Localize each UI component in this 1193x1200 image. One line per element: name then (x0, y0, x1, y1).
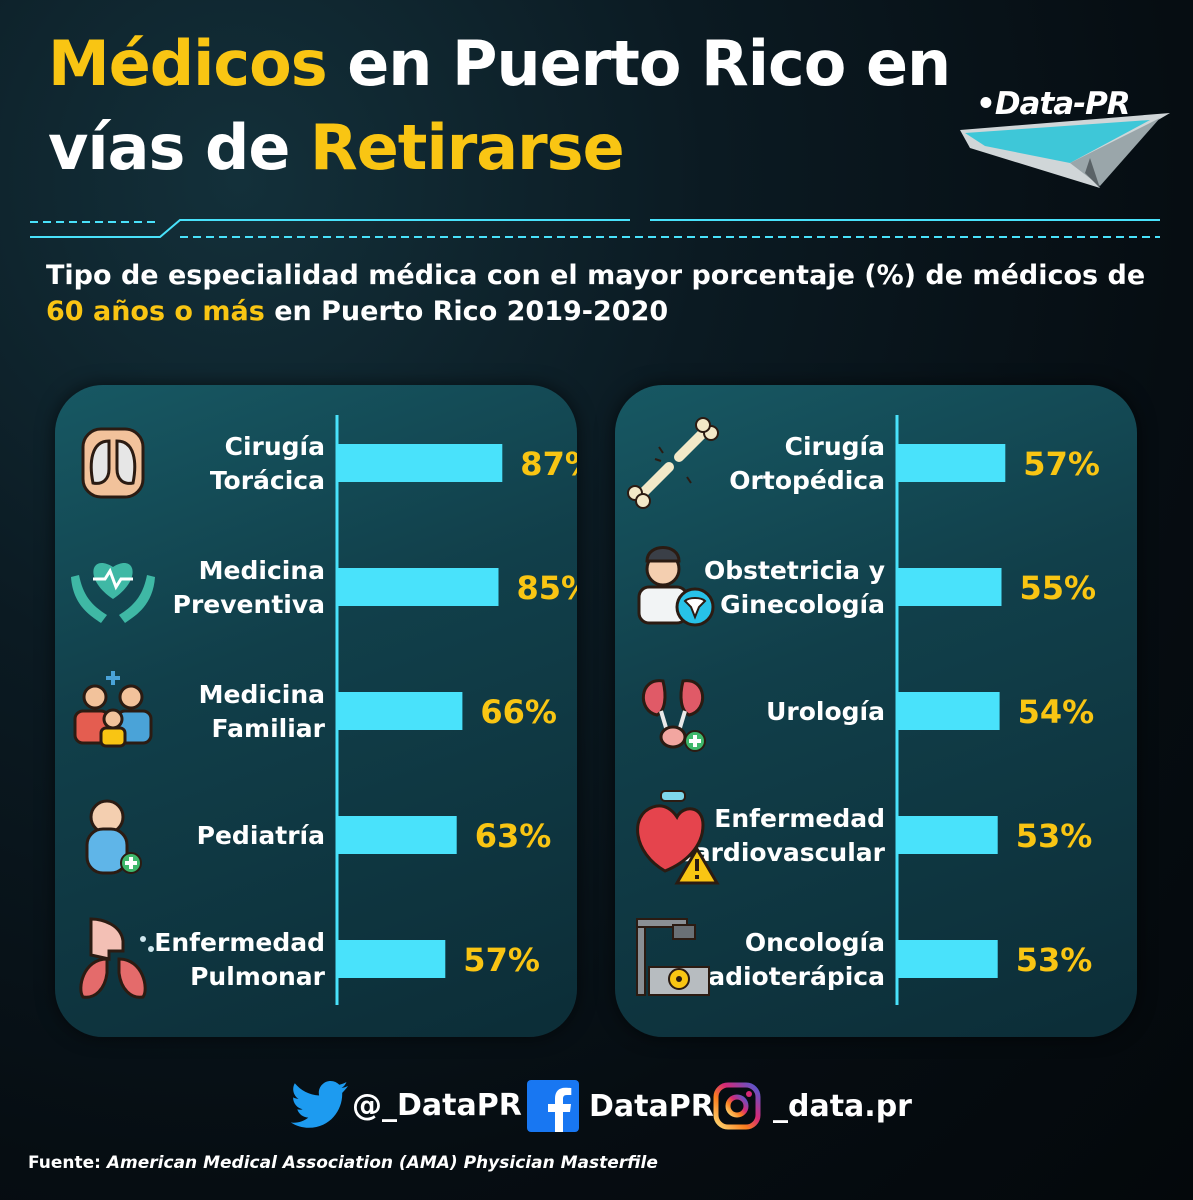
chart-bar (897, 568, 1002, 606)
title-highlight-2: Retirarse (310, 111, 625, 184)
subtitle-rest: en Puerto Rico 2019-2020 (264, 296, 669, 327)
bar-value-label: 85% (517, 569, 578, 607)
category-label: Obstetricia y Ginecología (704, 556, 885, 619)
bar-value-label: 66% (480, 693, 557, 731)
category-label: Oncología Radioterápica (689, 928, 885, 991)
chart-bar (897, 816, 998, 854)
bar-chart-right: 57% Cirugía Ortopédica 55% Obstetricia y Gine… (627, 415, 1100, 1005)
category-label: Enfermedad Pulmonar (154, 928, 325, 991)
chart-bar (337, 940, 446, 978)
doctor-uterus-icon (637, 546, 715, 627)
subtitle-highlight: 60 años o más (46, 296, 265, 327)
heart-warning-icon (636, 790, 720, 885)
pulmonary-icon (79, 917, 154, 999)
category-label: Cirugía Ortopédica (729, 432, 885, 495)
lungs-torso-icon (81, 427, 145, 499)
logo-text: •Data-PR (976, 86, 1131, 122)
radiotherapy-machine-icon (636, 918, 710, 996)
bar-value-label: 54% (1018, 693, 1095, 731)
instagram-link[interactable]: _data.pr (713, 1082, 912, 1130)
title-rest-1: en Puerto Rico en (326, 27, 951, 100)
source-label: Fuente: (28, 1153, 101, 1173)
category-label: Medicina Preventiva (173, 556, 325, 619)
chart-panel-right: 57% Cirugía Ortopédica 55% Obstetricia y Gine… (615, 385, 1137, 1037)
twitter-link[interactable]: @_DataPR (290, 1080, 522, 1130)
twitter-icon (290, 1081, 348, 1128)
category-label: Cirugía Torácica (210, 432, 325, 495)
baby-icon (85, 799, 142, 875)
bar-value-label: 87% (520, 445, 577, 483)
source-note: Fuente: American Medical Association (AM… (28, 1153, 658, 1173)
instagram-handle: _data.pr (773, 1088, 912, 1124)
subtitle: Tipo de especialidad médica con el mayor… (46, 258, 1156, 330)
category-label: Medicina Familiar (199, 680, 326, 743)
category-label: Urología (766, 697, 885, 726)
bar-value-label: 57% (1023, 445, 1100, 483)
bar-value-label: 57% (463, 941, 540, 979)
facebook-link[interactable]: DataPR (527, 1080, 714, 1132)
title-start-2: vías de (48, 111, 311, 184)
chart-bar (337, 692, 463, 730)
bar-value-label: 63% (475, 817, 552, 855)
subtitle-line1: Tipo de especialidad médica con el mayor… (46, 260, 1146, 291)
title-highlight-1: Médicos (48, 27, 328, 100)
instagram-icon (713, 1082, 761, 1130)
broken-bone-icon (627, 417, 719, 509)
family-icon (73, 671, 153, 748)
chart-bar (337, 444, 503, 482)
chart-bar (897, 692, 1000, 730)
category-label: Enfermedad Cardiovascular (675, 804, 885, 867)
facebook-handle: DataPR (589, 1088, 714, 1124)
chart-bar (897, 940, 998, 978)
twitter-handle: @_DataPR (352, 1087, 522, 1123)
facebook-icon (527, 1080, 579, 1132)
category-label: Pediatría (197, 821, 325, 850)
kidneys-icon (641, 679, 706, 752)
page-title: Médicos en Puerto Rico en vías de Retira… (48, 22, 951, 190)
chart-bar (337, 568, 499, 606)
chart-bar (337, 816, 457, 854)
source-text: American Medical Association (AMA) Physi… (106, 1153, 658, 1173)
bar-value-label: 53% (1016, 817, 1093, 855)
heart-hands-icon (71, 563, 155, 623)
chart-bar (897, 444, 1006, 482)
header-divider (30, 219, 1160, 238)
bar-value-label: 53% (1016, 941, 1093, 979)
data-pr-logo-icon (960, 113, 1170, 188)
bar-value-label: 55% (1020, 569, 1097, 607)
